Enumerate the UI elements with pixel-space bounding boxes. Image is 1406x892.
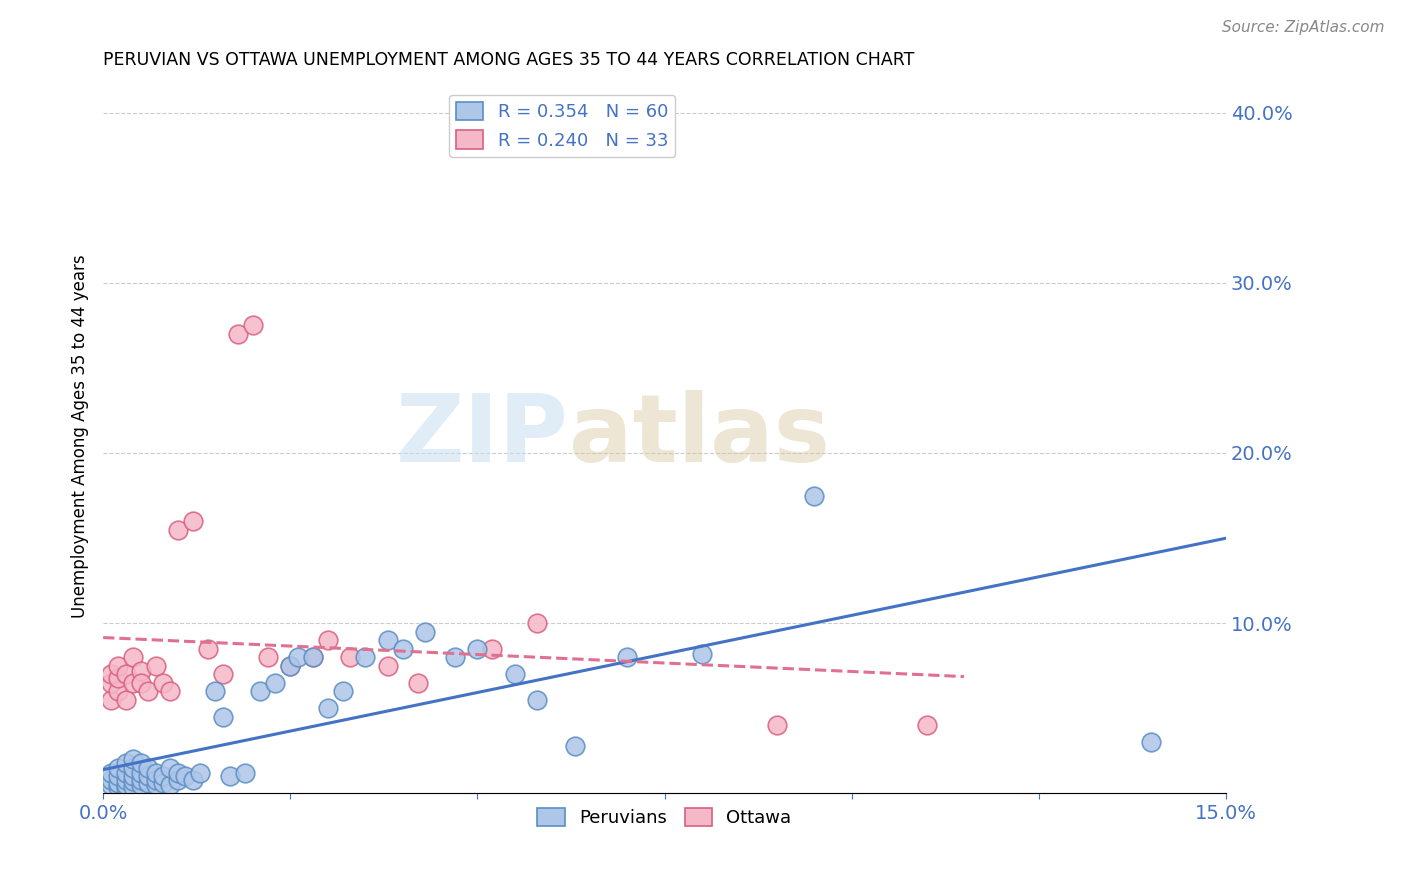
Point (526, 692, 548, 706)
Point (100, 778, 122, 792)
Y-axis label: Unemployment Among Ages 35 to 44 years: Unemployment Among Ages 35 to 44 years (72, 254, 89, 618)
Point (100, 766, 122, 780)
Point (167, 523, 190, 537)
Point (145, 772, 167, 787)
Point (616, 650, 638, 665)
Point (159, 684, 181, 698)
Point (181, 772, 204, 787)
Point (444, 650, 467, 665)
Point (122, 752, 145, 766)
Point (114, 772, 136, 787)
Point (406, 675, 429, 690)
Point (339, 650, 361, 665)
Point (136, 761, 159, 775)
Point (212, 710, 235, 724)
Point (100, 667, 122, 681)
Point (256, 650, 278, 665)
Point (212, 667, 235, 681)
Point (332, 684, 354, 698)
Point (129, 772, 152, 787)
Point (159, 761, 181, 775)
Point (526, 616, 548, 631)
Point (145, 766, 167, 780)
Point (301, 650, 323, 665)
Point (278, 658, 301, 673)
Point (354, 650, 377, 665)
Point (467, 641, 489, 656)
Point (129, 664, 152, 678)
Point (114, 781, 136, 796)
Point (226, 326, 249, 341)
Point (690, 647, 713, 661)
Point (219, 769, 242, 783)
Point (242, 318, 264, 333)
Point (136, 776, 159, 790)
Point (122, 769, 145, 783)
Point (152, 675, 174, 690)
Point (107, 780, 129, 794)
Point (107, 684, 129, 698)
Point (129, 778, 152, 792)
Text: atlas: atlas (569, 390, 830, 482)
Point (391, 641, 413, 656)
Point (481, 641, 503, 656)
Point (915, 718, 938, 732)
Point (145, 658, 167, 673)
Point (287, 650, 309, 665)
Point (377, 658, 399, 673)
Point (107, 671, 129, 685)
Point (114, 766, 136, 780)
Point (129, 766, 152, 780)
Point (159, 778, 181, 792)
Point (377, 633, 399, 648)
Point (107, 658, 129, 673)
Point (766, 718, 789, 732)
Point (1140, 735, 1163, 749)
Point (503, 667, 526, 681)
Point (136, 769, 159, 783)
Point (564, 739, 586, 753)
Text: ZIP: ZIP (396, 390, 569, 482)
Legend: Peruvians, Ottawa: Peruvians, Ottawa (530, 800, 799, 834)
Point (413, 624, 436, 639)
Point (316, 633, 339, 648)
Point (107, 761, 129, 775)
Point (122, 650, 145, 665)
Point (174, 769, 197, 783)
Point (122, 675, 145, 690)
Point (122, 780, 145, 794)
Point (122, 761, 145, 775)
Text: Source: ZipAtlas.com: Source: ZipAtlas.com (1222, 20, 1385, 35)
Point (107, 776, 129, 790)
Point (204, 684, 226, 698)
Point (316, 701, 339, 715)
Point (114, 692, 136, 706)
Point (136, 684, 159, 698)
Text: PERUVIAN VS OTTAWA UNEMPLOYMENT AMONG AGES 35 TO 44 YEARS CORRELATION CHART: PERUVIAN VS OTTAWA UNEMPLOYMENT AMONG AG… (103, 51, 914, 69)
Point (129, 756, 152, 770)
Point (100, 675, 122, 690)
Point (167, 766, 190, 780)
Point (107, 769, 129, 783)
Point (100, 692, 122, 706)
Point (197, 641, 219, 656)
Point (114, 756, 136, 770)
Point (264, 675, 287, 690)
Point (249, 684, 271, 698)
Point (190, 766, 212, 780)
Point (301, 650, 323, 665)
Point (152, 776, 174, 790)
Point (803, 489, 825, 503)
Point (129, 675, 152, 690)
Point (114, 667, 136, 681)
Point (114, 778, 136, 792)
Point (100, 772, 122, 787)
Point (167, 772, 190, 787)
Point (235, 766, 257, 780)
Point (152, 769, 174, 783)
Point (278, 658, 301, 673)
Point (122, 774, 145, 789)
Point (181, 514, 204, 528)
Point (145, 778, 167, 792)
